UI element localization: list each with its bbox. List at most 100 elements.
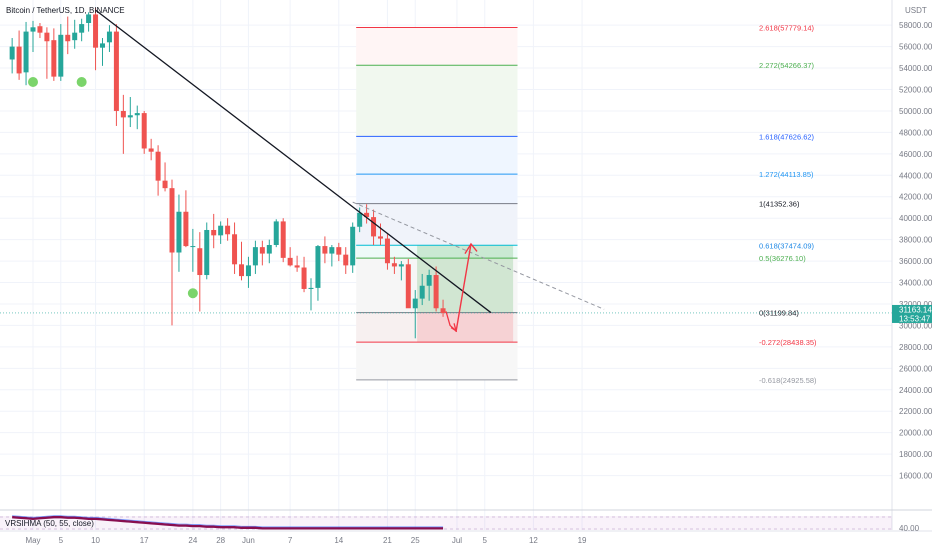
arrow-up-head	[464, 242, 478, 254]
price-axis[interactable]: 58000.00 56000.00 54000.00 52000.00 50000.00…	[891, 0, 932, 530]
price-tick-label: 42000.00	[899, 193, 932, 202]
candle-body	[169, 188, 175, 253]
fibonacci-extension-levels[interactable]: 2.618(57779.14) 2.272(54266.37) 1.618(4762…	[0, 24, 892, 385]
price-tick-label: 16000.00	[899, 472, 932, 481]
signal-dots	[28, 76, 198, 299]
fib-level-label: -0.272(28438.35)	[759, 338, 817, 347]
price-tick-label: 28000.00	[899, 343, 932, 352]
candle-body	[51, 40, 57, 77]
price-tick-label: 24000.00	[899, 386, 932, 395]
candle-body	[266, 245, 272, 254]
candle-body	[280, 221, 286, 258]
price-tick-label: 56000.00	[899, 43, 932, 52]
fib-zone	[356, 27, 518, 66]
candle-body	[378, 236, 383, 239]
candle-body	[30, 27, 36, 32]
candle-body	[120, 110, 126, 118]
time-tick-label: 28	[216, 536, 225, 545]
price-tick-label: 44000.00	[899, 171, 932, 180]
price-tick-label: 36000.00	[899, 257, 932, 266]
signal-dot	[76, 76, 87, 87]
candle-body	[197, 248, 203, 276]
candle-body	[232, 234, 238, 265]
candle-body	[106, 31, 112, 43]
dashed-trendline	[352, 201, 605, 310]
fib-level-label: 2.618(57779.14)	[759, 24, 815, 33]
price-tick-label: 30000.00	[899, 321, 932, 330]
candle-body	[273, 221, 279, 245]
candle-body	[183, 211, 189, 247]
fib-zone	[356, 136, 518, 175]
fib-zone	[356, 342, 518, 380]
oscillator-pane: VRSIHMA (50, 55, close) 40.00	[0, 509, 932, 533]
fib-level-label: 1.618(47626.62)	[759, 132, 815, 141]
last-price-value: 31163.14	[899, 305, 932, 314]
candle-body	[16, 46, 22, 74]
fib-level-label: 1(41352.36)	[759, 200, 800, 209]
candle-body	[426, 275, 432, 286]
arrow-up-path	[455, 243, 472, 332]
candle-body	[162, 180, 168, 189]
fib-zone	[356, 65, 518, 137]
candle-body	[79, 24, 85, 33]
candle-body	[141, 113, 147, 149]
fib-level-label: 2.272(54266.37)	[759, 61, 815, 70]
price-axis-bg	[892, 0, 932, 530]
time-tick-label: 10	[91, 536, 100, 545]
time-tick-label: 19	[578, 536, 587, 545]
candle-body	[23, 31, 29, 73]
time-tick-label: 7	[288, 536, 293, 545]
last-price-badge	[892, 304, 932, 323]
price-tick-label: 50000.00	[899, 107, 932, 116]
candle-body	[398, 264, 404, 267]
time-tick-label: 5	[483, 536, 488, 545]
time-axis[interactable]: May 5 10 17 24 28 Jun 7 14 21 25 Jul 5 12 19	[0, 530, 932, 550]
oscillator-signal-line	[12, 515, 444, 528]
candle-body	[384, 238, 390, 264]
candle-body	[218, 225, 224, 236]
price-tick-label: 48000.00	[899, 128, 932, 137]
candle-body	[412, 298, 418, 309]
candle-body	[239, 264, 244, 277]
symbol-title: Bitcoin / TetherUS, 1D, BINANCE	[6, 6, 125, 15]
candle-body	[343, 254, 349, 266]
time-tick-label: 24	[188, 536, 197, 545]
candle-body	[294, 265, 300, 268]
fibonacci-extension-background	[356, 27, 518, 380]
candle-body	[225, 225, 231, 235]
fib-zone	[356, 174, 518, 204]
candle-body	[155, 151, 161, 181]
price-tick-label: 26000.00	[899, 364, 932, 373]
last-price-timer: 13:53:47	[899, 314, 931, 323]
candle-body	[433, 275, 439, 309]
candle-body	[371, 217, 377, 237]
long-position-tool[interactable]	[417, 245, 514, 343]
fib-level-label: -0.618(24925.58)	[759, 376, 817, 385]
price-tick-label: 38000.00	[899, 236, 932, 245]
price-tick-label: 32000.00	[899, 300, 932, 309]
time-tick-label: 21	[383, 536, 392, 545]
projection-arrows	[445, 242, 478, 333]
signal-dot	[28, 76, 38, 87]
candle-body	[308, 287, 314, 289]
candle-body	[72, 32, 78, 41]
candle-body	[322, 246, 328, 254]
candle-body	[419, 285, 425, 299]
candle-body	[329, 247, 335, 254]
time-tick-label: 5	[59, 536, 64, 545]
candle-body	[9, 46, 15, 60]
candle-body	[65, 34, 71, 42]
oscillator-line	[12, 515, 444, 530]
candle-body	[100, 43, 105, 48]
price-tick-label: 58000.00	[899, 21, 932, 30]
trendlines[interactable]	[95, 9, 605, 314]
time-axis-bg	[0, 531, 932, 550]
oscillator-label: VRSIHMA (50, 55, close)	[5, 519, 94, 528]
candle-body	[287, 257, 293, 266]
candle-body	[245, 265, 251, 277]
candle-body	[440, 308, 446, 313]
candle-body	[405, 264, 411, 309]
position-stop-zone	[417, 312, 514, 343]
candle-body	[211, 229, 217, 236]
